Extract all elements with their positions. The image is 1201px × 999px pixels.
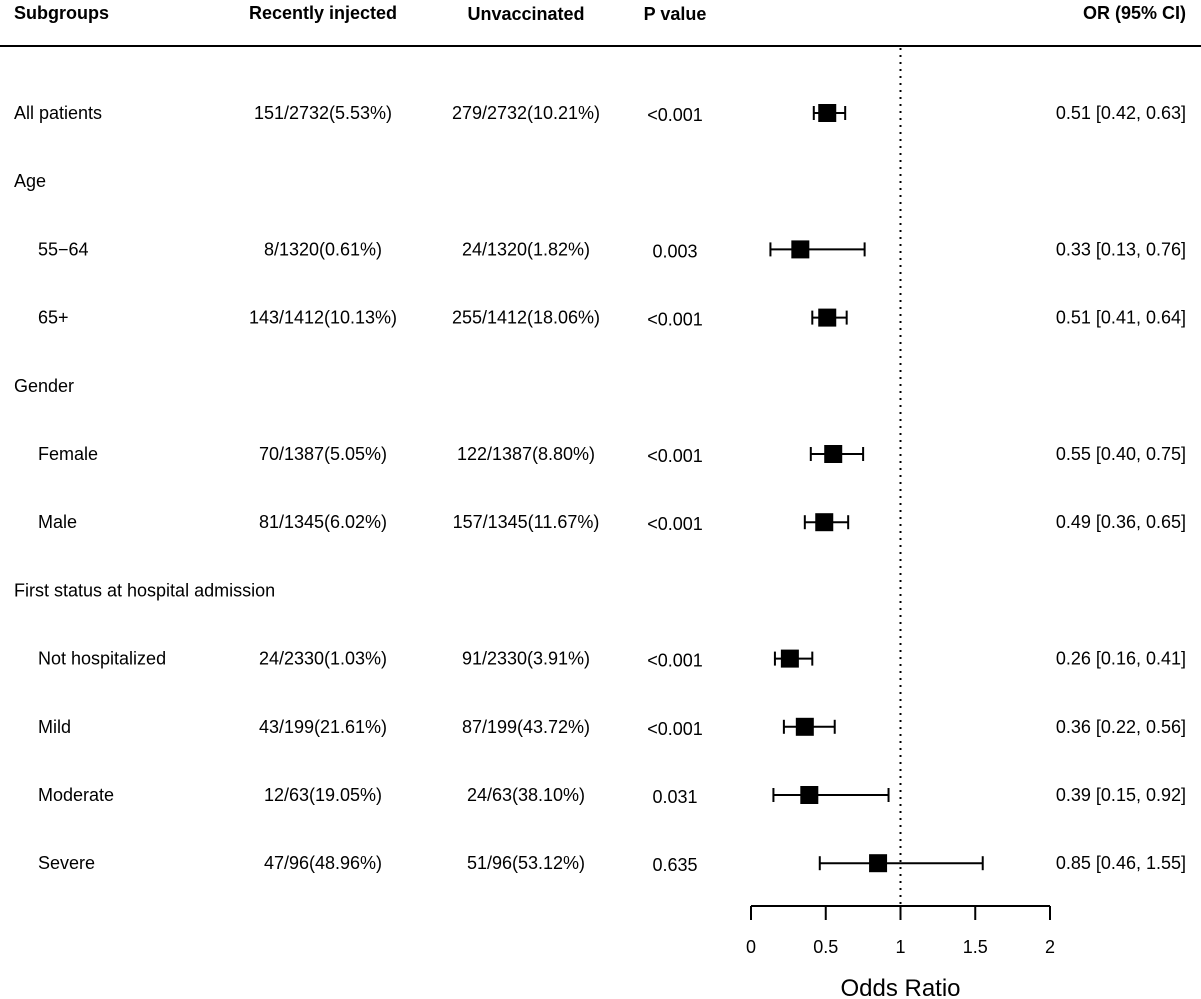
p-value-cell: <0.001 (647, 446, 703, 466)
or-marker (869, 854, 888, 873)
group-label: First status at hospital admission (14, 580, 275, 600)
group-header-row: Gender (14, 376, 74, 396)
recently-injected-cell: 70/1387(5.05%) (259, 444, 387, 464)
table-row: 55−64 8/1320(0.61%) 24/1320(1.82%) 0.003 0.3… (38, 239, 1186, 261)
unvaccinated-cell: 24/63(38.10%) (467, 785, 585, 805)
p-value-cell: <0.001 (647, 651, 703, 671)
or-ci-cell: 0.49 [0.36, 0.65] (1056, 512, 1186, 532)
x-axis-tick-label: 0 (746, 937, 756, 957)
p-value-cell: 0.031 (652, 787, 697, 807)
x-axis-tick-label: 2 (1045, 937, 1055, 957)
subgroup-label: Mild (38, 717, 71, 737)
or-ci-cell: 0.51 [0.42, 0.63] (1056, 103, 1186, 123)
table-row: Female 70/1387(5.05%) 122/1387(8.80%) <0.00… (38, 444, 1186, 466)
or-marker (818, 104, 837, 122)
p-value-cell: <0.001 (647, 310, 703, 330)
table-row: 65+ 143/1412(10.13%) 255/1412(18.06%) <0.00… (38, 308, 1186, 330)
table-row: Mild 43/199(21.61%) 87/199(43.72%) <0.001 0.… (38, 717, 1186, 739)
table-header: Subgroups Recently injected Unvaccinated… (14, 3, 1186, 24)
group-label: Gender (14, 376, 74, 396)
header-unvaccinated: Unvaccinated (467, 4, 584, 24)
subgroup-label: All patients (14, 103, 102, 123)
table-row: Severe 47/96(48.96%) 51/96(53.12%) 0.635 0.8… (38, 853, 1186, 875)
table-row: Male 81/1345(6.02%) 157/1345(11.67%) <0.001… (38, 512, 1186, 534)
header-p-value: P value (644, 4, 707, 24)
x-axis: 0 0.5 1 1.5 2 Odds Ratio (746, 905, 1055, 999)
recently-injected-cell: 8/1320(0.61%) (264, 239, 382, 259)
subgroup-label: Female (38, 444, 98, 464)
table-rows: All patients 151/2732(5.53%) 279/2732(10.2… (14, 103, 1186, 875)
or-ci-cell: 0.39 [0.15, 0.92] (1056, 785, 1186, 805)
p-value-cell: 0.003 (652, 241, 697, 261)
recently-injected-cell: 143/1412(10.13%) (249, 308, 397, 328)
subgroup-label: Not hospitalized (38, 649, 166, 669)
unvaccinated-cell: 91/2330(3.91%) (462, 649, 590, 669)
p-value-cell: <0.001 (647, 105, 703, 125)
or-ci-cell: 0.85 [0.46, 1.55] (1056, 853, 1186, 873)
or-ci-cell: 0.26 [0.16, 0.41] (1056, 649, 1186, 669)
p-value-cell: <0.001 (647, 719, 703, 739)
x-axis-title: Odds Ratio (840, 975, 960, 999)
header-subgroups: Subgroups (14, 3, 109, 23)
group-label: Age (14, 171, 46, 191)
recently-injected-cell: 24/2330(1.03%) (259, 649, 387, 669)
unvaccinated-cell: 87/199(43.72%) (462, 717, 590, 737)
or-ci-cell: 0.36 [0.22, 0.56] (1056, 717, 1186, 737)
unvaccinated-cell: 255/1412(18.06%) (452, 308, 600, 328)
subgroup-label: 55−64 (38, 239, 89, 259)
or-marker (818, 308, 837, 327)
unvaccinated-cell: 279/2732(10.21%) (452, 103, 600, 123)
recently-injected-cell: 12/63(19.05%) (264, 785, 382, 805)
header-recently-injected: Recently injected (249, 3, 397, 23)
table-row: Moderate 12/63(19.05%) 24/63(38.10%) 0.031 0… (38, 785, 1186, 807)
or-marker (824, 445, 843, 463)
or-marker (791, 240, 810, 259)
or-ci-cell: 0.33 [0.13, 0.76] (1056, 239, 1186, 259)
recently-injected-cell: 47/96(48.96%) (264, 853, 382, 873)
x-axis-tick-label: 1 (895, 937, 905, 957)
or-marker (780, 649, 799, 668)
or-marker (815, 513, 834, 532)
x-axis-tick-label: 0.5 (813, 937, 838, 957)
table-row: Not hospitalized 24/2330(1.03%) 91/2330(3.… (38, 649, 1186, 671)
recently-injected-cell: 43/199(21.61%) (259, 717, 387, 737)
subgroup-label: 65+ (38, 308, 69, 328)
p-value-cell: 0.635 (652, 855, 697, 875)
x-axis-tick-label: 1.5 (963, 937, 988, 957)
group-header-row: First status at hospital admission (14, 580, 275, 600)
group-header-row: Age (14, 171, 46, 191)
or-ci-cell: 0.51 [0.41, 0.64] (1056, 308, 1186, 328)
subgroup-label: Male (38, 512, 77, 532)
or-marker (800, 786, 819, 804)
or-ci-cell: 0.55 [0.40, 0.75] (1056, 444, 1186, 464)
subgroup-label: Moderate (38, 785, 114, 805)
unvaccinated-cell: 51/96(53.12%) (467, 853, 585, 873)
table-row: All patients 151/2732(5.53%) 279/2732(10.2… (14, 103, 1186, 125)
unvaccinated-cell: 157/1345(11.67%) (453, 512, 600, 532)
recently-injected-cell: 151/2732(5.53%) (254, 103, 392, 123)
subgroup-label: Severe (38, 853, 95, 873)
header-or-ci: OR (95% CI) (1083, 3, 1186, 23)
unvaccinated-cell: 122/1387(8.80%) (457, 444, 595, 464)
or-marker (795, 717, 814, 736)
p-value-cell: <0.001 (647, 514, 703, 534)
unvaccinated-cell: 24/1320(1.82%) (462, 239, 590, 259)
recently-injected-cell: 81/1345(6.02%) (259, 512, 387, 532)
